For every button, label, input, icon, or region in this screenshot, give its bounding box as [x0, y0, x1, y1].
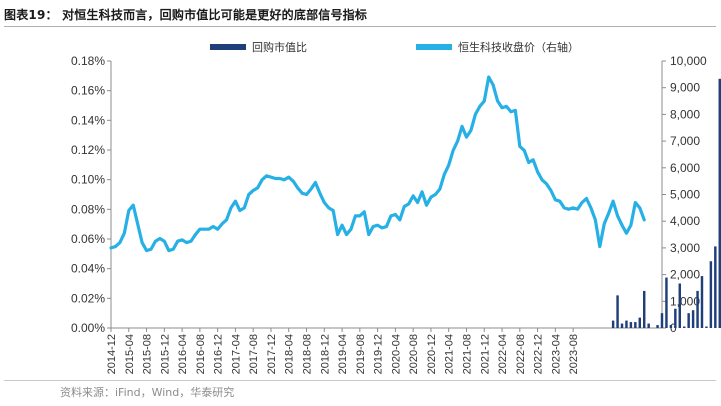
right-tick-label: 8,000 [670, 107, 700, 121]
x-tick-label: 2015-12 [159, 334, 171, 374]
x-tick-label: 2017-08 [248, 334, 260, 374]
left-tick-label: 0.10% [71, 173, 105, 187]
bar [678, 283, 681, 328]
right-tick-label: 9,000 [670, 81, 700, 95]
x-tick-label: 2017-04 [230, 334, 242, 374]
source-note: 资料来源：iFind，Wind，华泰研究 [60, 386, 235, 399]
legend-label-line: 恒生科技收盘价（右轴） [458, 40, 579, 54]
bar [629, 322, 633, 328]
x-tick-label: 2020-04 [390, 334, 402, 374]
x-tick-label: 2021-04 [444, 334, 456, 374]
x-tick-label: 2023-08 [568, 334, 580, 374]
bar [656, 325, 659, 328]
bar [625, 320, 628, 328]
bar [718, 78, 721, 328]
x-tick-label: 2016-04 [177, 334, 189, 374]
bar [660, 313, 664, 328]
right-tick-label: 7,000 [670, 134, 700, 148]
line-series [109, 75, 646, 253]
legend-swatch-bar [210, 44, 246, 50]
x-tick-label: 2019-04 [337, 334, 349, 374]
bar [674, 308, 677, 328]
source-divider [4, 380, 716, 381]
right-tick-label: 3,000 [670, 241, 700, 255]
right-tick-label: 4,000 [670, 214, 700, 228]
bar [709, 261, 713, 328]
bar [638, 317, 642, 328]
bar [700, 276, 704, 328]
right-tick-label: 0 [670, 321, 677, 335]
bar [714, 246, 717, 328]
x-tick-label: 2015-08 [142, 334, 154, 374]
right-tick-label: 5,000 [670, 188, 700, 202]
left-tick-label: 0.04% [71, 262, 105, 276]
legend-label-bar: 回购市值比 [252, 40, 307, 54]
x-tick-label: 2021-12 [479, 334, 491, 374]
x-tick-label: 2021-08 [461, 334, 473, 374]
bar [634, 322, 637, 328]
bar [643, 290, 646, 328]
x-tick-label: 2018-04 [284, 334, 296, 374]
left-tick-label: 0.14% [71, 113, 105, 127]
x-tick-label: 2019-12 [373, 334, 385, 374]
left-tick-label: 0.08% [71, 202, 105, 216]
left-tick-label: 0.16% [71, 84, 105, 98]
x-tick-label: 2022-12 [533, 334, 545, 374]
bar [616, 295, 619, 328]
bar [696, 290, 699, 328]
bar [687, 313, 690, 328]
axes: 0.00% 0.02% 0.04% 0.06% 0.08% 0.10% 0.12% 0.14%… [71, 54, 707, 374]
bar [611, 320, 615, 328]
left-tick-label: 0.00% [71, 321, 105, 335]
x-tick-label: 2020-08 [408, 334, 420, 374]
x-tick-label: 2016-08 [195, 334, 207, 374]
right-tick-label: 1,000 [670, 294, 700, 308]
x-tick-label: 2022-04 [497, 334, 509, 374]
bar [669, 325, 673, 328]
bar [682, 326, 686, 328]
right-tick-label: 10,000 [670, 54, 707, 68]
bar [620, 323, 624, 328]
x-tick-label: 2015-04 [124, 334, 136, 374]
hstech-close-line [109, 75, 646, 253]
x-tick-label: 2023-04 [550, 334, 562, 374]
right-tick-label: 6,000 [670, 161, 700, 175]
bar [705, 326, 708, 328]
legend-swatch-line [416, 44, 452, 50]
x-tick-label: 2019-08 [355, 334, 367, 374]
left-tick-label: 0.02% [71, 291, 105, 305]
bar [647, 323, 650, 328]
left-tick-label: 0.06% [71, 232, 105, 246]
right-tick-label: 2,000 [670, 268, 700, 282]
chart: 回购市值比 恒生科技收盘价（右轴） 0.00%0.02%0.04%0.06%0.… [71, 40, 721, 374]
bar [691, 310, 695, 328]
bar-series [611, 78, 721, 328]
x-tick-label: 2017-12 [266, 334, 278, 374]
x-tick-label: 2014-12 [106, 334, 118, 374]
left-tick-label: 0.18% [71, 54, 105, 68]
left-tick-label: 0.12% [71, 143, 105, 157]
chart-title: 图表19： 对恒生科技而言，回购市值比可能是更好的底部信号指标 [4, 8, 368, 22]
x-tick-label: 2022-08 [515, 334, 527, 374]
title-divider [4, 26, 716, 27]
x-tick-label: 2018-08 [302, 334, 314, 374]
legend: 回购市值比 恒生科技收盘价（右轴） [210, 40, 579, 54]
bar [665, 277, 668, 328]
x-tick-label: 2018-12 [319, 334, 331, 374]
x-tick-label: 2020-12 [426, 334, 438, 374]
x-tick-label: 2016-12 [213, 334, 225, 374]
